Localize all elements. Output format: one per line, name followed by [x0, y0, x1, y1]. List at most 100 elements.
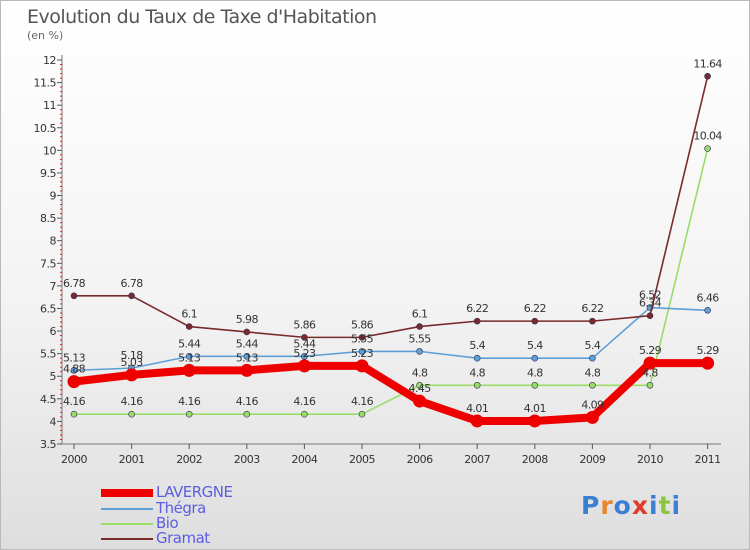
y-tick-label: 10 [43, 144, 56, 157]
y-tick-label: 12 [43, 54, 56, 67]
x-tick-label: 2006 [407, 453, 433, 466]
unit-label: (en %) [27, 29, 64, 42]
data-point-lavergne [182, 363, 196, 377]
y-tick-label: 6 [50, 325, 57, 338]
data-point-lavergne [643, 356, 657, 370]
x-tick-label: 2009 [579, 453, 605, 466]
data-label-bio: 4.16 [293, 395, 316, 408]
y-minor-tick [60, 122, 62, 124]
data-label-thegra: 5.44 [236, 337, 259, 350]
y-minor-tick [60, 357, 62, 359]
y-minor-tick [60, 226, 62, 228]
logo-letter: o [613, 491, 632, 520]
y-tick-label: 5.5 [40, 348, 56, 361]
y-minor-tick [60, 213, 62, 215]
y-minor-tick [60, 429, 62, 431]
x-tick-label: 2011 [695, 453, 721, 466]
data-label-lavergne: 4.88 [63, 363, 86, 376]
y-tick-label: 7 [50, 280, 57, 293]
data-label-lavergne: 4.09 [581, 398, 604, 411]
legend-label-thegra: Thégra [156, 499, 206, 517]
y-tick-label: 5 [50, 370, 57, 383]
y-minor-tick [60, 136, 62, 138]
y-minor-tick [60, 73, 62, 75]
y-minor-tick [60, 235, 62, 237]
data-label-gramat: 6.22 [466, 302, 488, 315]
y-minor-tick [60, 317, 62, 319]
y-tick-label: 4.5 [40, 393, 56, 406]
y-minor-tick [60, 393, 62, 395]
data-point-thegra [70, 367, 78, 374]
y-minor-tick [60, 167, 62, 169]
y-minor-tick [60, 181, 62, 183]
y-minor-tick [60, 312, 62, 314]
data-label-lavergne: 5.23 [351, 347, 374, 360]
x-tick-label: 2001 [119, 453, 145, 466]
y-minor-tick [60, 109, 62, 111]
data-point-bio [473, 381, 481, 389]
data-point-lavergne [355, 359, 369, 373]
data-label-bio: 4.8 [642, 366, 658, 379]
data-point-lavergne [297, 359, 311, 373]
y-minor-tick [60, 416, 62, 418]
y-minor-tick [60, 131, 62, 133]
y-minor-tick [60, 158, 62, 160]
y-tick-label: 3.5 [40, 438, 56, 451]
y-minor-tick [60, 434, 62, 436]
y-minor-tick [60, 389, 62, 391]
y-minor-tick [60, 411, 62, 413]
y-tick-label: 4 [50, 415, 57, 428]
y-minor-tick [60, 249, 62, 251]
data-point-bio [301, 410, 308, 418]
data-label-gramat: 5.86 [351, 318, 374, 331]
series-line-gramat [73, 75, 709, 339]
data-label-thegra: 5.4 [585, 339, 601, 352]
data-point-gramat [185, 323, 193, 330]
y-minor-tick [60, 176, 62, 178]
data-label-thegra: 5.55 [409, 332, 432, 345]
data-label-bio: 4.16 [178, 395, 201, 408]
data-label-gramat: 6.78 [121, 277, 144, 290]
data-label-bio: 4.16 [236, 395, 259, 408]
data-point-lavergne [470, 414, 484, 428]
y-minor-tick [60, 190, 62, 192]
data-label-thegra: 5.4 [469, 339, 485, 352]
data-point-lavergne [240, 363, 254, 377]
legend-swatch-gramat [101, 538, 153, 540]
data-label-lavergne: 5.13 [236, 351, 259, 364]
x-tick-label: 2002 [176, 453, 202, 466]
data-label-thegra: 5.55 [351, 332, 374, 345]
data-label-thegra: 5.18 [121, 349, 144, 362]
data-point-lavergne [125, 368, 139, 382]
data-label-lavergne: 5.03 [121, 356, 144, 369]
y-minor-tick [60, 366, 62, 368]
data-point-thegra [416, 348, 423, 355]
data-point-lavergne [528, 414, 542, 428]
y-tick-label: 8.5 [40, 212, 56, 225]
data-label-thegra: 5.44 [178, 337, 201, 350]
data-point-thegra [243, 353, 251, 360]
y-minor-tick [60, 402, 62, 404]
y-minor-tick [60, 384, 62, 386]
data-point-bio [128, 410, 135, 418]
series-line-thegra [73, 306, 709, 372]
logo-letter: P [581, 491, 601, 520]
y-minor-tick [60, 335, 62, 337]
logo-letter: r [600, 491, 614, 520]
data-label-bio: 4.16 [63, 395, 86, 408]
data-label-thegra: 5.13 [63, 351, 86, 364]
data-point-gramat [416, 323, 423, 330]
y-minor-tick [60, 100, 62, 102]
data-label-bio: 4.16 [351, 395, 374, 408]
data-point-gramat [589, 317, 596, 325]
data-label-gramat: 6.1 [412, 308, 428, 321]
series-line-bio [73, 147, 709, 415]
data-label-gramat: 5.86 [293, 318, 316, 331]
y-minor-tick [60, 91, 62, 93]
y-tick-label: 9.5 [40, 167, 56, 180]
y-tick-label: 10.5 [34, 122, 57, 135]
data-point-bio [358, 410, 366, 418]
y-tick-label: 11 [43, 99, 56, 112]
